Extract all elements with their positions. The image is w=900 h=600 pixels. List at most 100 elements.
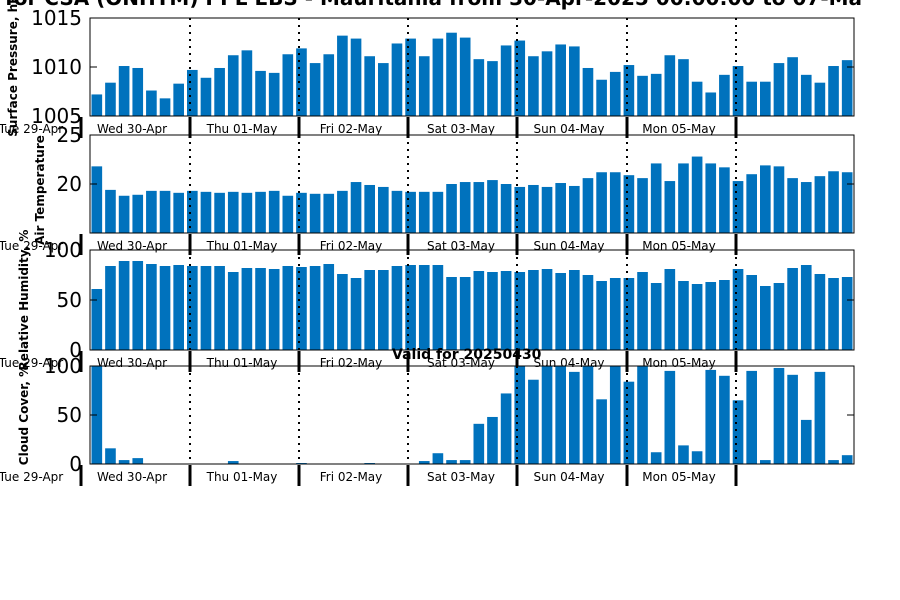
bar-20 [350,38,362,116]
ytick-label: 50 [57,288,82,312]
xtick-start-label: Tue 29-Apr [0,239,63,253]
bar-3 [118,261,130,350]
bar-21 [364,270,375,350]
bar-38 [596,79,607,116]
bar-55 [828,66,839,116]
bar-54 [814,176,826,233]
bar-51 [773,63,785,116]
bar-50 [760,81,771,116]
ytick-label: 100 [44,238,82,262]
bar-52 [787,57,798,116]
bar-17 [309,266,321,350]
bar-13 [255,70,266,116]
xtick-day-label: Thu 01-May [206,470,278,484]
bar-44 [678,445,689,464]
bar-7 [173,192,184,233]
bar-16 [296,192,307,233]
bar-3 [118,66,130,116]
bar-9 [200,191,212,233]
bar-30 [487,61,498,116]
bar-22 [378,186,389,233]
bar-2 [105,189,116,233]
bar-44 [678,281,689,350]
bar-32 [514,366,526,464]
bar-17 [309,63,321,116]
y-axis-label: Air Temperature [33,135,47,245]
xtick-day-label: Sun 04-May [533,122,604,136]
bar-19 [337,274,348,350]
bar-25 [418,191,430,233]
bar-43 [664,269,676,350]
bar-24 [405,265,416,350]
bar-50 [760,165,771,233]
bar-45 [691,451,703,464]
bar-24 [405,191,416,233]
bar-29 [473,59,485,116]
bar-39 [609,366,621,464]
bar-25 [418,461,430,464]
bar-28 [459,182,471,233]
bar-22 [378,63,389,116]
bar-46 [705,369,717,464]
xtick-day-label: Thu 01-May [206,239,278,253]
bar-51 [773,283,785,350]
bar-15 [282,266,294,350]
bar-25 [418,56,430,116]
bar-15 [282,195,294,233]
bar-1 [91,166,103,233]
bar-37 [582,366,594,464]
bar-30 [487,272,498,350]
bar-56 [841,277,853,350]
bar-54 [814,274,826,350]
bar-28 [459,277,471,350]
bar-39 [609,278,621,350]
bar-37 [582,67,594,116]
y-axis-label: Relative Humidity, % [17,230,31,371]
bar-33 [528,184,539,233]
bar-40 [623,381,635,464]
bar-42 [650,283,662,350]
xtick-day-label: Wed 30-Apr [97,122,167,136]
bar-52 [787,268,798,350]
bar-8 [187,266,198,350]
bar-42 [650,163,662,233]
bar-36 [569,371,580,464]
bar-33 [528,379,539,464]
bar-5 [146,190,157,233]
bar-40 [623,175,635,233]
bar-55 [828,278,839,350]
bar-50 [760,286,771,350]
bar-23 [391,266,403,350]
bar-41 [637,366,648,464]
xtick-day-label: Thu 01-May [206,122,278,136]
bar-10 [214,266,225,350]
bar-43 [664,181,676,233]
bar-20 [350,182,362,233]
ytick-label: 25 [57,123,82,147]
bar-6 [159,266,171,350]
bar-51 [773,166,785,233]
bar-7 [173,83,184,116]
bar-26 [432,265,444,350]
bar-56 [841,60,853,116]
bar-19 [337,190,348,233]
bar-48 [732,400,744,464]
bar-14 [268,269,280,350]
bar-46 [705,92,717,116]
bar-2 [105,82,116,116]
bar-46 [705,163,717,233]
bar-29 [473,423,485,464]
xtick-day-label: Fri 02-May [320,470,383,484]
bar-5 [146,264,157,350]
bar-21 [364,184,375,233]
xtick-start-label: Tue 29-Apr [0,122,63,136]
bar-45 [691,81,703,116]
xtick-day-label: Mon 05-May [642,122,716,136]
bar-31 [500,393,512,464]
bar-39 [609,172,621,233]
bar-20 [350,278,362,350]
bar-46 [705,282,717,350]
bar-29 [473,182,485,233]
bar-11 [227,272,239,350]
